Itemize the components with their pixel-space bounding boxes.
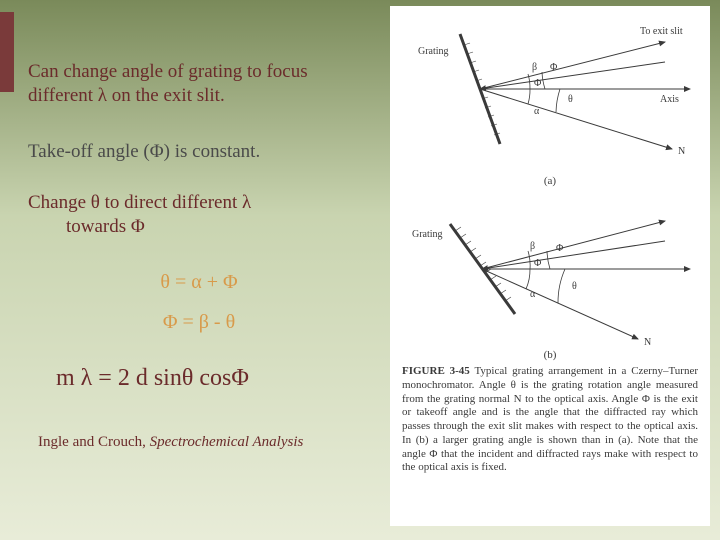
paragraph-intro: Can change angle of grating to focus dif… [28, 60, 370, 108]
label-exit-a: To exit slit [640, 26, 683, 37]
sym-alpha-b: α [530, 289, 536, 300]
left-column: Can change angle of grating to focus dif… [0, 0, 380, 540]
caption-bold: FIGURE 3-45 [402, 365, 470, 377]
citation-title: Spectrochemical Analysis [150, 434, 304, 450]
figure-box: Grating Axis To exit slit N β Φ Φ θ α (a… [390, 6, 710, 526]
panel-label-b: (b) [396, 349, 704, 363]
sym-phi-a1: Φ [550, 62, 557, 73]
sym-phi-b1: Φ [556, 243, 563, 254]
diagram-a: Grating Axis To exit slit N β Φ Φ θ α [396, 14, 704, 174]
paragraph-change: Change θ to direct different λ towards Φ [28, 191, 370, 239]
citation-authors: Ingle and Crouch, [38, 434, 150, 450]
sym-theta-a: θ [568, 94, 573, 105]
label-axis-a: Axis [660, 94, 679, 105]
slide: Can change angle of grating to focus dif… [0, 0, 720, 540]
sym-theta-b: θ [572, 281, 577, 292]
citation: Ingle and Crouch, Spectrochemical Analys… [28, 434, 370, 451]
sym-beta-b: β [530, 241, 535, 252]
label-N-b: N [644, 337, 651, 348]
sym-phi-b2: Φ [534, 258, 541, 269]
equation-theta: θ = α + Φ [28, 269, 370, 295]
equation-main: m λ = 2 d sinθ cosΦ [28, 363, 370, 394]
diagram-b: Grating N β Φ Φ θ α [396, 189, 704, 349]
right-column: Grating Axis To exit slit N β Φ Φ θ α (a… [380, 0, 720, 540]
p3-line1: Change θ to direct different λ [28, 192, 251, 213]
label-N-a: N [678, 146, 685, 157]
sym-beta-a: β [532, 62, 537, 73]
label-grating-a: Grating [418, 46, 449, 57]
equation-phi: Φ = β - θ [28, 309, 370, 335]
panel-label-a: (a) [396, 175, 704, 189]
paragraph-takeoff: Take-off angle (Φ) is constant. [28, 140, 370, 164]
p3-line2: towards Φ [66, 216, 145, 237]
figure-caption: FIGURE 3-45 Typical grating arrangement … [396, 363, 704, 475]
caption-text: Typical grating arrangement in a Czerny–… [402, 365, 698, 473]
label-grating-b: Grating [412, 229, 443, 240]
sym-alpha-a: α [534, 106, 540, 117]
sym-phi-a2: Φ [534, 78, 541, 89]
